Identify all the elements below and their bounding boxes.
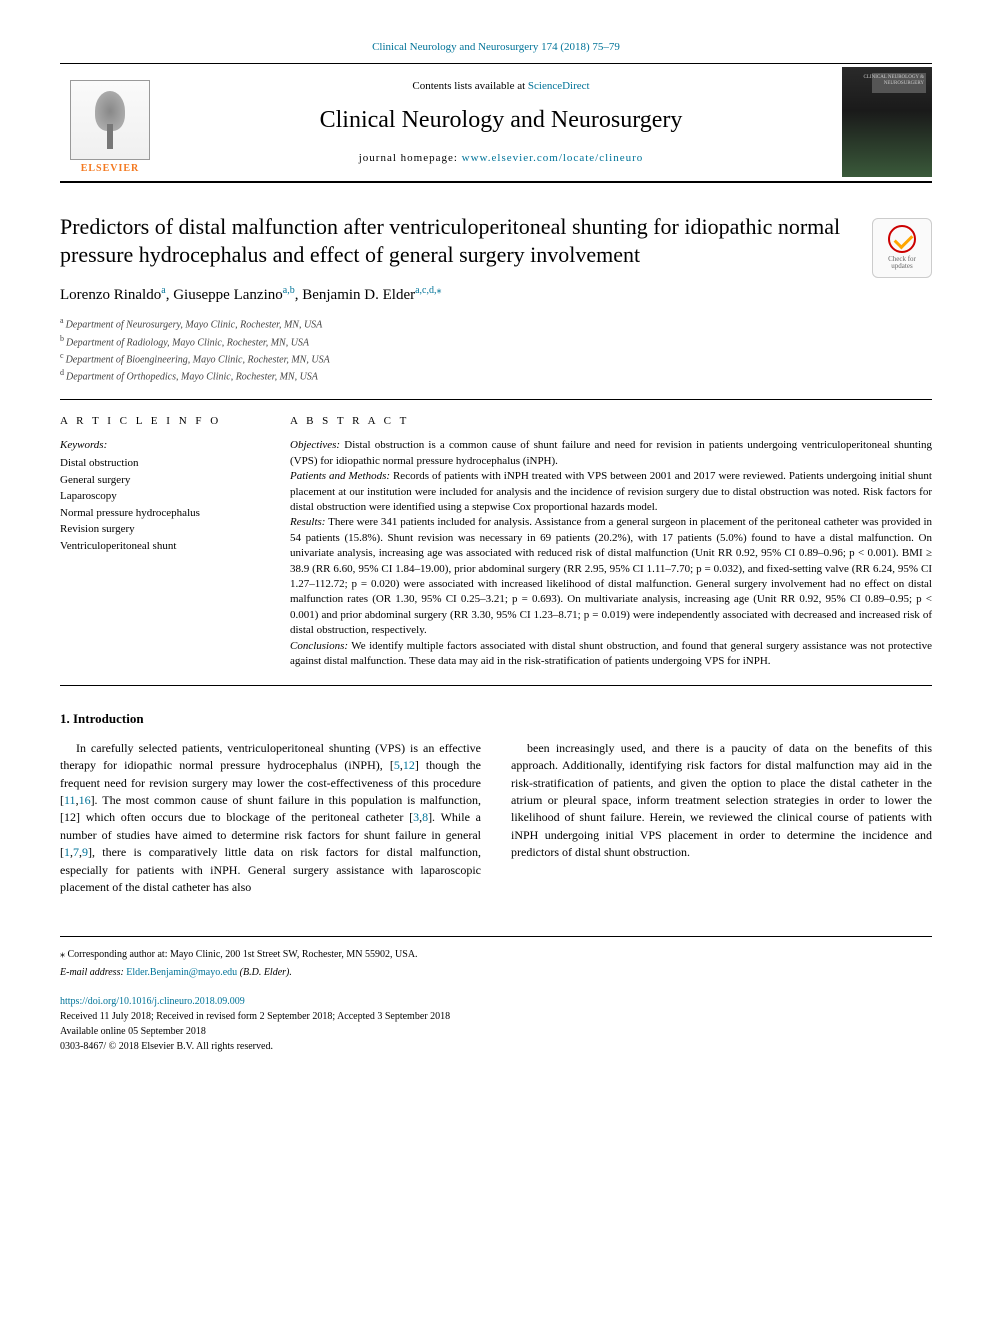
homepage-prefix: journal homepage: <box>359 152 462 164</box>
divider-bottom <box>60 685 932 686</box>
header-citation: Clinical Neurology and Neurosurgery 174 … <box>60 40 932 55</box>
article-title: Predictors of distal malfunction after v… <box>60 213 932 270</box>
info-abstract-row: A R T I C L E I N F O Keywords: Distal o… <box>60 414 932 670</box>
affiliation-row: aDepartment of Neurosurgery, Mayo Clinic… <box>60 315 932 332</box>
authors: Lorenzo Rinaldoa, Giuseppe Lanzinoa,b, B… <box>60 284 932 305</box>
email-link[interactable]: Elder.Benjamin@mayo.edu <box>126 967 237 978</box>
keywords-list: Distal obstructionGeneral surgeryLaparos… <box>60 455 260 554</box>
email-suffix: (B.D. Elder). <box>237 967 292 978</box>
crossmark-text: Check forupdates <box>888 256 916 270</box>
abstract-section: Patients and Methods: Records of patient… <box>290 469 932 515</box>
contents-line: Contents lists available at ScienceDirec… <box>160 79 842 94</box>
article-info-heading: A R T I C L E I N F O <box>60 414 260 429</box>
footer-divider <box>60 936 932 937</box>
sciencedirect-link[interactable]: ScienceDirect <box>528 80 590 92</box>
affiliations: aDepartment of Neurosurgery, Mayo Clinic… <box>60 315 932 384</box>
intro-para-2: been increasingly used, and there is a p… <box>511 740 932 862</box>
keyword: General surgery <box>60 472 260 489</box>
email-label: E-mail address: <box>60 967 126 978</box>
masthead: ELSEVIER Contents lists available at Sci… <box>60 63 932 183</box>
keyword: Revision surgery <box>60 521 260 538</box>
citation-link[interactable]: 16 <box>79 793 91 807</box>
affiliation-row: bDepartment of Radiology, Mayo Clinic, R… <box>60 333 932 350</box>
elsevier-tree-icon <box>70 80 150 160</box>
abstract-section: Results: There were 341 patients include… <box>290 515 932 638</box>
homepage-line: journal homepage: www.elsevier.com/locat… <box>160 151 842 166</box>
affiliation-row: dDepartment of Orthopedics, Mayo Clinic,… <box>60 367 932 384</box>
abstract-section: Objectives: Distal obstruction is a comm… <box>290 438 932 469</box>
masthead-center: Contents lists available at ScienceDirec… <box>160 79 842 165</box>
keywords-label: Keywords: <box>60 438 260 453</box>
elsevier-logo: ELSEVIER <box>60 65 160 180</box>
crossmark-icon <box>888 225 916 253</box>
keyword: Laparoscopy <box>60 488 260 505</box>
abstract-section: Conclusions: We identify multiple factor… <box>290 639 932 670</box>
citation-link[interactable]: 11 <box>64 793 76 807</box>
introduction-heading: 1. Introduction <box>60 710 932 728</box>
journal-title: Clinical Neurology and Neurosurgery <box>160 104 842 136</box>
body-col-right: been increasingly used, and there is a p… <box>511 740 932 897</box>
citation-link[interactable]: 3 <box>413 810 419 824</box>
citation-link[interactable]: 5 <box>394 758 400 772</box>
keyword: Distal obstruction <box>60 455 260 472</box>
elsevier-wordmark: ELSEVIER <box>81 162 140 176</box>
body-columns: In carefully selected patients, ventricu… <box>60 740 932 897</box>
abstract-col: A B S T R A C T Objectives: Distal obstr… <box>290 414 932 670</box>
keyword: Normal pressure hydrocephalus <box>60 505 260 522</box>
divider-top <box>60 399 932 400</box>
received-line: Received 11 July 2018; Received in revis… <box>60 1011 450 1022</box>
copyright-line: 0303-8467/ © 2018 Elsevier B.V. All righ… <box>60 1041 273 1052</box>
doi-block: https://doi.org/10.1016/j.clineuro.2018.… <box>60 994 932 1054</box>
cover-thumb-label: CLINICAL NEUROLOGY & NEUROSURGERY <box>842 75 924 86</box>
doi-link[interactable]: https://doi.org/10.1016/j.clineuro.2018.… <box>60 996 245 1007</box>
email-line: E-mail address: Elder.Benjamin@mayo.edu … <box>60 966 932 980</box>
contents-prefix: Contents lists available at <box>412 80 527 92</box>
citation-link[interactable]: Clinical Neurology and Neurosurgery 174 … <box>372 41 620 53</box>
affiliation-row: cDepartment of Bioengineering, Mayo Clin… <box>60 350 932 367</box>
crossmark-badge[interactable]: Check forupdates <box>872 218 932 278</box>
citation-link[interactable]: 12 <box>403 758 415 772</box>
citation-link[interactable]: 1 <box>64 845 70 859</box>
keyword: Ventriculoperitoneal shunt <box>60 538 260 555</box>
citation-link[interactable]: 8 <box>422 810 428 824</box>
abstract-heading: A B S T R A C T <box>290 414 932 429</box>
body-col-left: In carefully selected patients, ventricu… <box>60 740 481 897</box>
homepage-link[interactable]: www.elsevier.com/locate/clineuro <box>462 152 644 164</box>
journal-cover-thumb: CLINICAL NEUROLOGY & NEUROSURGERY <box>842 67 932 177</box>
intro-para-1: In carefully selected patients, ventricu… <box>60 740 481 897</box>
citation-link[interactable]: 9 <box>82 845 88 859</box>
corresponding-author: ⁎ Corresponding author at: Mayo Clinic, … <box>60 947 932 962</box>
citation-link[interactable]: 7 <box>73 845 79 859</box>
online-line: Available online 05 September 2018 <box>60 1026 206 1037</box>
abstract-body: Objectives: Distal obstruction is a comm… <box>290 438 932 669</box>
article-title-text: Predictors of distal malfunction after v… <box>60 214 840 268</box>
article-info-col: A R T I C L E I N F O Keywords: Distal o… <box>60 414 260 670</box>
